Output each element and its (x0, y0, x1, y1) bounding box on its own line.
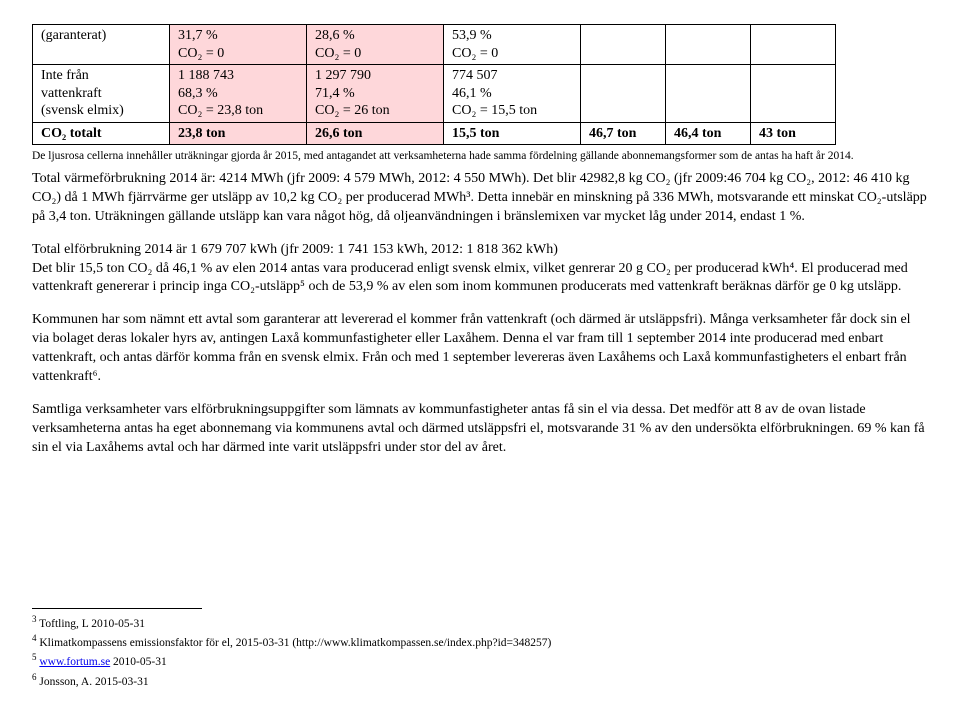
footnote-text: Klimatkompassens emissionsfaktor för el,… (39, 637, 551, 649)
footnote-num: 3 (32, 614, 37, 624)
cell-text: 26,6 ton (315, 126, 362, 141)
cell-text: 46,7 ton (589, 126, 636, 141)
cell-line: CO₂ = 0 (452, 46, 498, 61)
cell-line: 1 297 790 (315, 68, 371, 83)
cell-line: 31,7 % (178, 28, 218, 43)
cell-line: 1 188 743 (178, 68, 234, 83)
table-row: Inte från vattenkraft (svensk elmix) 1 1… (33, 65, 836, 123)
cell: 53,9 % CO₂ = 0 (444, 25, 581, 65)
cell: 26,6 ton (307, 122, 444, 145)
cell-line: 28,6 % (315, 28, 355, 43)
paragraph: Total värmeförbrukning 2014 är: 4214 MWh… (32, 170, 927, 227)
cell-line: CO₂ = 15,5 ton (452, 103, 537, 118)
cell: 15,5 ton (444, 122, 581, 145)
table-row: (garanterat) 31,7 % CO₂ = 0 28,6 % CO₂ =… (33, 25, 836, 65)
cell-line: 71,4 % (315, 86, 355, 101)
cell-line: CO₂ = 26 ton (315, 103, 390, 118)
footnote-link[interactable]: www.fortum.se (39, 656, 110, 668)
cell: 31,7 % CO₂ = 0 (170, 25, 307, 65)
cell-text: 43 ton (759, 126, 796, 141)
cell: 1 297 790 71,4 % CO₂ = 26 ton (307, 65, 444, 123)
cell-line: vattenkraft (41, 86, 102, 101)
cell (666, 25, 751, 65)
cell: CO₂ totalt (33, 122, 170, 145)
cell-text: 23,8 ton (178, 126, 225, 141)
cell-line: 53,9 % (452, 28, 492, 43)
cell: 46,4 ton (666, 122, 751, 145)
paragraph: Total elförbrukning 2014 är 1 679 707 kW… (32, 241, 927, 298)
footnotes: 3 Toftling, L 2010-05-31 4 Klimatkompass… (32, 608, 927, 690)
cell (666, 65, 751, 123)
footnote-num: 4 (32, 633, 37, 643)
cell-line: 68,3 % (178, 86, 218, 101)
footnote-num: 5 (32, 652, 37, 662)
cell (581, 65, 666, 123)
footnote-num: 6 (32, 672, 37, 682)
footnote: 6 Jonsson, A. 2015-03-31 (32, 671, 927, 690)
cell-line: 774 507 (452, 68, 498, 83)
footnote: 3 Toftling, L 2010-05-31 (32, 613, 927, 632)
footnote: 5 www.fortum.se 2010-05-31 (32, 651, 927, 670)
cell-text: (garanterat) (41, 28, 106, 43)
cell-line: CO₂ = 0 (315, 46, 361, 61)
cell (581, 25, 666, 65)
cell-text: 15,5 ton (452, 126, 499, 141)
cell-line: 46,1 % (452, 86, 492, 101)
paragraph: Samtliga verksamheter vars elförbrukning… (32, 401, 927, 458)
cell-line: CO₂ = 23,8 ton (178, 103, 263, 118)
footnote-text: Toftling, L 2010-05-31 (39, 617, 145, 629)
cell-line: (svensk elmix) (41, 103, 124, 118)
footnote-text: 2010-05-31 (110, 656, 167, 668)
cell-text: CO₂ totalt (41, 126, 102, 141)
cell (751, 25, 836, 65)
cell-text: 46,4 ton (674, 126, 721, 141)
footnote-rule (32, 608, 202, 609)
cell: 774 507 46,1 % CO₂ = 15,5 ton (444, 65, 581, 123)
cell-line: CO₂ = 0 (178, 46, 224, 61)
cell: Inte från vattenkraft (svensk elmix) (33, 65, 170, 123)
data-table: (garanterat) 31,7 % CO₂ = 0 28,6 % CO₂ =… (32, 24, 836, 145)
cell: 46,7 ton (581, 122, 666, 145)
table-footnote: De ljusrosa cellerna innehåller uträknin… (32, 149, 927, 164)
cell: 28,6 % CO₂ = 0 (307, 25, 444, 65)
footnote-text: Jonsson, A. 2015-03-31 (39, 675, 148, 687)
cell: 1 188 743 68,3 % CO₂ = 23,8 ton (170, 65, 307, 123)
cell-line: Inte från (41, 68, 89, 83)
cell: (garanterat) (33, 25, 170, 65)
cell: 23,8 ton (170, 122, 307, 145)
footnote: 4 Klimatkompassens emissionsfaktor för e… (32, 632, 927, 651)
cell: 43 ton (751, 122, 836, 145)
table-row: CO₂ totalt 23,8 ton 26,6 ton 15,5 ton 46… (33, 122, 836, 145)
paragraph: Kommunen har som nämnt ett avtal som gar… (32, 311, 927, 387)
cell (751, 65, 836, 123)
